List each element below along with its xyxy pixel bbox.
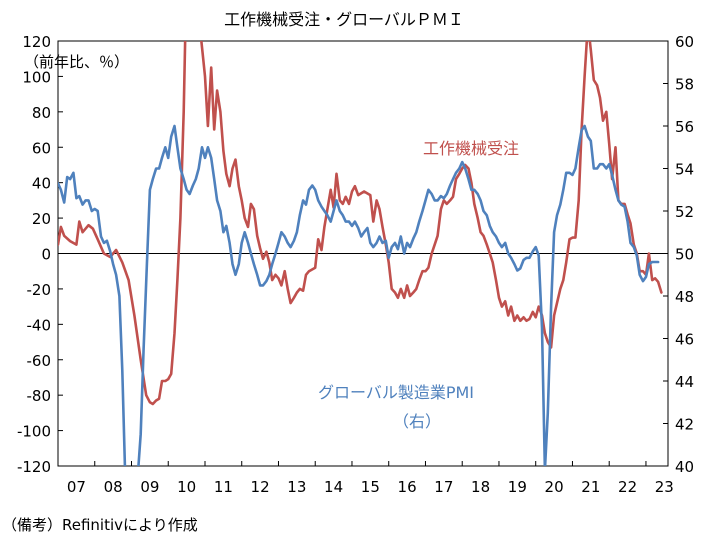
series-label-machine-orders: 工作機械受注 xyxy=(423,139,519,158)
x-tick-label: 08 xyxy=(104,478,123,496)
left-tick-label: -20 xyxy=(27,281,52,299)
right-tick-label: 42 xyxy=(675,416,694,434)
x-tick-label: 14 xyxy=(324,478,343,496)
series-label-pmi-right: （右） xyxy=(393,412,441,431)
x-tick-label: 10 xyxy=(177,478,196,496)
left-tick-label: -60 xyxy=(27,352,52,370)
series-line-global-pmi xyxy=(58,124,660,466)
left-axis-unit: （前年比、％） xyxy=(24,53,129,71)
x-tick-label: 19 xyxy=(508,478,527,496)
left-axis-ticks: 120 100 80 60 40 20 0 -20 -40 -60 -80 -100 -120 xyxy=(17,33,63,476)
right-tick-label: 48 xyxy=(675,288,694,306)
left-tick-label: 120 xyxy=(22,33,51,51)
x-tick-label: 17 xyxy=(434,478,453,496)
x-tick-label: 16 xyxy=(398,478,417,496)
right-tick-label: 60 xyxy=(675,33,694,51)
left-tick-label: -40 xyxy=(27,316,52,334)
x-tick-label: 20 xyxy=(545,478,564,496)
right-tick-label: 52 xyxy=(675,203,694,221)
series-layer xyxy=(58,41,663,466)
right-axis-ticks: 60 58 56 54 52 50 48 46 44 42 40 xyxy=(663,33,694,476)
right-tick-label: 58 xyxy=(675,76,694,94)
right-tick-label: 54 xyxy=(675,161,694,179)
left-tick-label: -120 xyxy=(17,458,51,476)
chart-title: 工作機械受注・グローバルＰＭＩ xyxy=(224,10,464,29)
right-tick-label: 40 xyxy=(675,458,694,476)
x-tick-label: 21 xyxy=(581,478,600,496)
left-tick-label: -100 xyxy=(17,423,51,441)
x-tick-label: 12 xyxy=(251,478,270,496)
left-tick-label: 20 xyxy=(32,210,51,228)
x-tick-label: 11 xyxy=(214,478,233,496)
right-tick-label: 44 xyxy=(675,373,694,391)
x-tick-label: 18 xyxy=(471,478,490,496)
series-line-machine-orders xyxy=(58,41,663,406)
left-tick-label: 60 xyxy=(32,139,51,157)
source-note: （備考）Refinitivにより作成 xyxy=(2,516,198,534)
right-tick-label: 50 xyxy=(675,246,694,264)
right-tick-label: 56 xyxy=(675,118,694,136)
x-tick-label: 13 xyxy=(287,478,306,496)
series-label-pmi: グローバル製造業PMI xyxy=(318,383,474,402)
left-tick-label: -80 xyxy=(27,387,52,405)
left-tick-label: 0 xyxy=(41,246,51,264)
x-tick-label: 09 xyxy=(140,478,159,496)
left-tick-label: 80 xyxy=(32,104,51,122)
left-tick-label: 100 xyxy=(22,68,51,86)
x-tick-label: 15 xyxy=(361,478,380,496)
x-tick-label: 22 xyxy=(618,478,637,496)
x-tick-label: 07 xyxy=(67,478,86,496)
x-tick-label: 23 xyxy=(655,478,674,496)
x-axis-ticks: 07 08 09 10 11 12 13 14 15 16 17 18 19 20 21 22 23 xyxy=(57,461,674,496)
right-tick-label: 46 xyxy=(675,331,694,349)
left-tick-label: 40 xyxy=(32,175,51,193)
